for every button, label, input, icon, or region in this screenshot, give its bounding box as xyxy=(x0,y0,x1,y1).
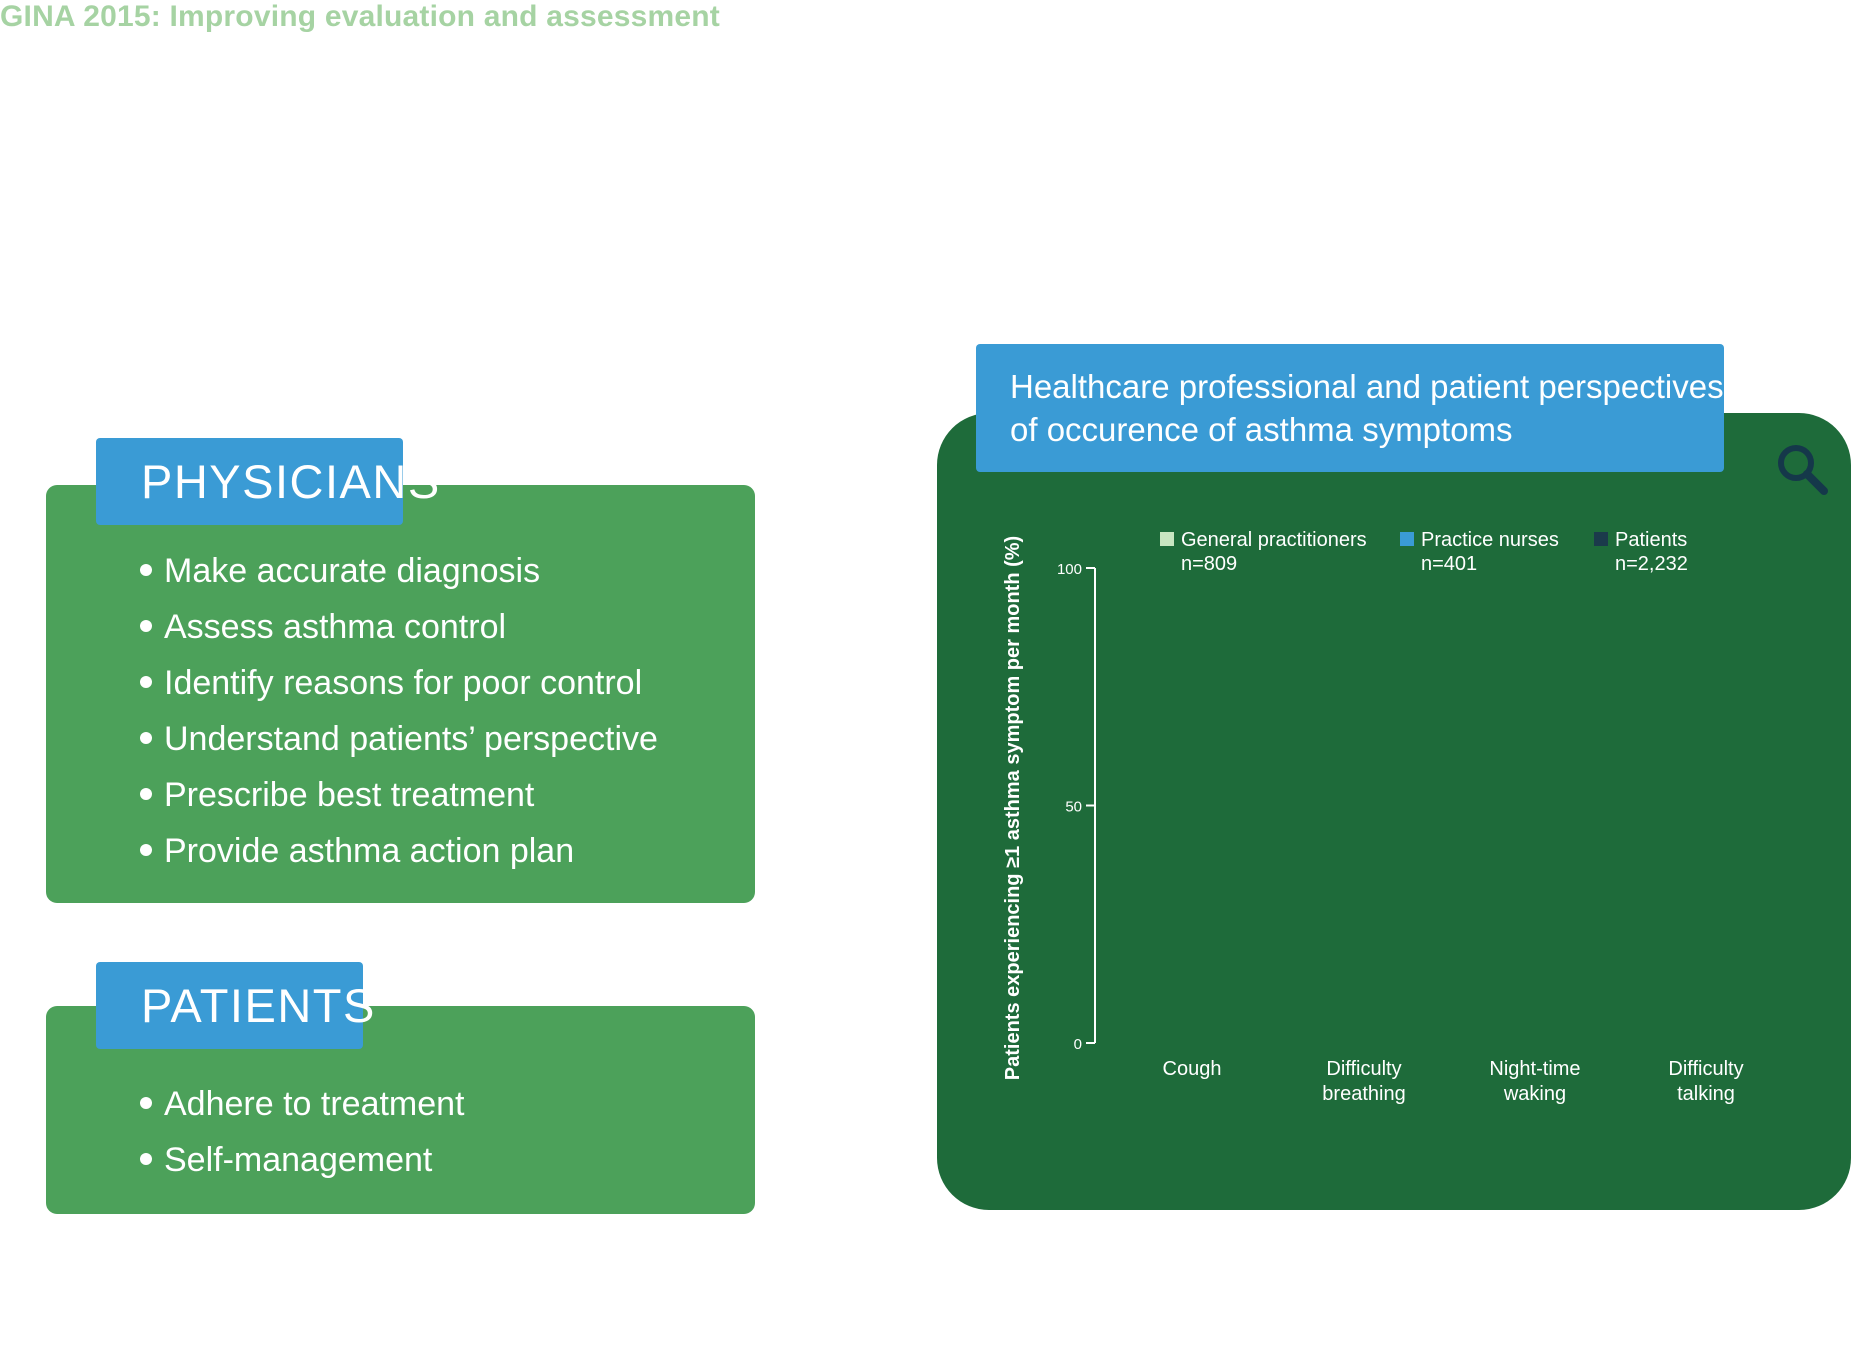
bullet-item: Make accurate diagnosis xyxy=(140,543,658,599)
bullet-dot-icon xyxy=(140,844,152,857)
patients-heading: PATIENTS xyxy=(96,962,374,1049)
bullet-dot-icon xyxy=(140,1097,152,1110)
physicians-panel xyxy=(46,485,755,903)
chart-title-line-2: of occurence of asthma symptoms xyxy=(1010,411,1513,448)
page-title: GINA 2015: Improving evaluation and asse… xyxy=(0,0,720,33)
bullet-text: Self-management xyxy=(164,1141,433,1179)
bullet-dot-icon xyxy=(140,564,152,577)
physicians-heading: PHYSICIANS xyxy=(96,438,439,525)
bullet-text: Adhere to treatment xyxy=(164,1085,465,1123)
chart-title-line-1: Healthcare professional and patient pers… xyxy=(1010,368,1724,405)
search-icon[interactable] xyxy=(1774,441,1830,497)
bullet-item: Assess asthma control xyxy=(140,599,658,655)
bullet-item: Prescribe best treatment xyxy=(140,767,658,823)
bullet-text: Provide asthma action plan xyxy=(164,832,575,870)
chart-panel xyxy=(937,413,1851,1210)
chart-title-box: Healthcare professional and patient pers… xyxy=(976,344,1724,472)
bullet-text: Prescribe best treatment xyxy=(164,776,535,814)
bullet-item: Identify reasons for poor control xyxy=(140,655,658,711)
bullet-text: Assess asthma control xyxy=(164,608,507,646)
bullet-item: Self-management xyxy=(140,1132,465,1188)
bullet-text: Identify reasons for poor control xyxy=(164,664,643,702)
bullet-dot-icon xyxy=(140,732,152,745)
physicians-list: Make accurate diagnosis Assess asthma con… xyxy=(140,543,658,879)
bullet-item: Adhere to treatment xyxy=(140,1076,465,1132)
bullet-dot-icon xyxy=(140,676,152,689)
bullet-item: Understand patients’ perspective xyxy=(140,711,658,767)
bullet-text: Make accurate diagnosis xyxy=(164,552,541,590)
patients-list: Adhere to treatment Self-management xyxy=(140,1076,465,1188)
bullet-text: Understand patients’ perspective xyxy=(164,720,658,758)
bullet-item: Provide asthma action plan xyxy=(140,823,658,879)
bullet-dot-icon xyxy=(140,620,152,633)
bullet-dot-icon xyxy=(140,788,152,801)
bullet-dot-icon xyxy=(140,1153,152,1166)
